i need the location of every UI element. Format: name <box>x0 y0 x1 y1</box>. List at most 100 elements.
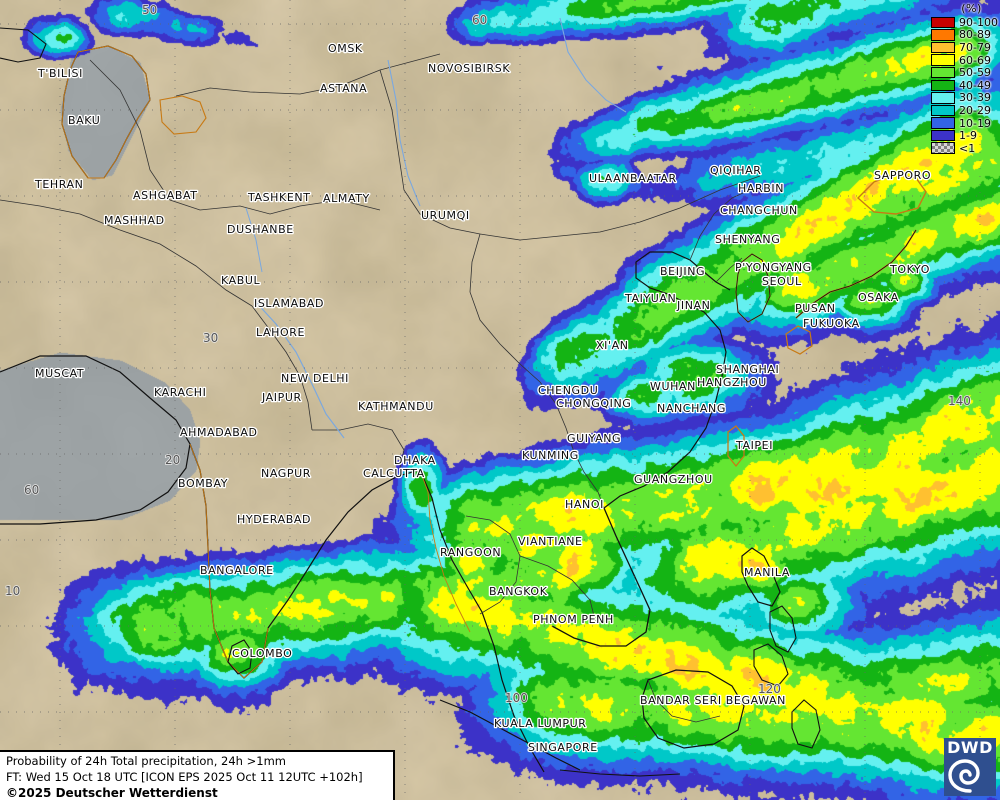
graticule-label: 30 <box>203 331 218 345</box>
city-label: GUANGZHOU <box>634 473 713 486</box>
city-label: TAIYUAN <box>624 292 676 305</box>
city-labels-layer: T'BILISI BAKU TEHRAN ASHGABAT MASHHAD TASHKEN… <box>33 41 932 756</box>
city-label: BANGALORE <box>200 564 274 577</box>
city-label: COLOMBO <box>232 647 292 660</box>
map-boundary <box>635 251 731 303</box>
city-label: OMSK <box>328 42 363 55</box>
legend-swatch <box>931 117 956 129</box>
city-label: DUSHANBE <box>227 223 294 236</box>
city-label: XI'AN <box>596 339 629 352</box>
city-label: ALMATY <box>323 192 370 205</box>
city-label: ASHGABAT <box>133 189 198 202</box>
legend: (%) 90-100 80-89 70-79 60-69 50-59 40-49 30-39… <box>931 2 998 155</box>
map-boundary <box>61 45 151 179</box>
city-label: TAIPEI <box>735 439 773 452</box>
map-boundary <box>0 199 253 307</box>
map-boundary <box>785 325 813 355</box>
city-label: ISLAMABAD <box>254 297 324 310</box>
city-label: TASHKENT <box>247 191 311 204</box>
dwd-logo: DWD <box>944 738 996 796</box>
legend-swatch <box>931 29 956 41</box>
city-label: BAKU <box>68 114 100 127</box>
city-label: BANDAR SERI BEGAWAN <box>640 694 786 707</box>
city-label: KARACHI <box>154 386 206 399</box>
map-boundary <box>89 59 381 215</box>
legend-swatch <box>931 54 956 66</box>
city-label: WUHAN <box>650 380 696 393</box>
graticule-label: 120 <box>758 682 781 696</box>
city-label: MANILA <box>744 566 790 579</box>
city-label: PHNOM PENH <box>533 613 614 626</box>
city-label: MUSCAT <box>35 367 84 380</box>
city-label: OSAKA <box>858 291 899 304</box>
city-label: HARBIN <box>738 182 784 195</box>
legend-label: 40-49 <box>959 78 991 92</box>
city-label: JINAN <box>676 299 710 312</box>
map-boundary <box>551 507 651 647</box>
city-label: MASHHAD <box>104 214 165 227</box>
city-label: DHAKA <box>394 454 436 467</box>
legend-swatch <box>931 104 956 117</box>
map-boundary <box>0 355 191 525</box>
map-boundary <box>419 469 545 773</box>
caption-copyright: ©2025 Deutscher Wetterdienst <box>6 786 218 800</box>
city-label: SINGAPORE <box>528 741 598 754</box>
graticule-label: 140 <box>948 394 971 408</box>
map-boundary <box>267 469 421 629</box>
map-boundary <box>312 423 405 469</box>
map-boundary <box>189 443 269 679</box>
city-label: NANCHANG <box>657 402 726 415</box>
legend-unit-label: (%) <box>961 2 982 15</box>
legend-label: 50-59 <box>959 66 991 80</box>
map-boundary <box>159 95 207 135</box>
city-label: HANGZHOU <box>697 376 767 389</box>
map-boundary <box>559 17 627 113</box>
map-boundary <box>253 299 345 439</box>
map-boundary <box>61 45 151 179</box>
map-boundary <box>791 699 821 749</box>
caption-title: Probability of 24h Total precipitation, … <box>6 754 286 768</box>
legend-row: 60-69 <box>931 54 998 67</box>
legend-label: 70-79 <box>959 40 991 54</box>
city-label: KATHMANDU <box>358 400 434 413</box>
city-label: JAIPUR <box>261 391 302 404</box>
city-label: SAPPORO <box>874 169 931 182</box>
map-boundary <box>387 59 421 207</box>
city-label: BANGKOK <box>489 585 548 598</box>
city-label: NEW DELHI <box>281 372 349 385</box>
legend-swatch <box>931 92 956 104</box>
graticule-labels-layer: 60 50 30 20 60 140 120 100 10 <box>4 2 972 706</box>
map-boundary <box>753 643 789 687</box>
map-boundary <box>175 53 441 97</box>
legend-label: 90-100 <box>959 15 998 29</box>
graticule-label: 60 <box>24 483 39 497</box>
graticule-label: 60 <box>472 13 487 27</box>
city-label: HYDERABAD <box>237 513 311 526</box>
city-label: KUNMING <box>522 449 579 462</box>
city-label: P'YONGYANG <box>735 261 812 274</box>
legend-label: <1 <box>959 141 976 155</box>
dwd-spiral-icon <box>948 759 980 793</box>
map-boundary <box>856 173 927 215</box>
legend-row: 20-29 <box>931 104 998 117</box>
legend-row: 1-9 <box>931 129 998 142</box>
legend-row: 80-89 <box>931 29 998 42</box>
city-label: VIANTIANE <box>518 535 583 548</box>
map-boundary <box>479 175 761 241</box>
city-label: AHMADABAD <box>180 426 258 439</box>
legend-label: 1-9 <box>959 129 977 143</box>
city-label: ASTANA <box>320 82 367 95</box>
city-label: SHENYANG <box>715 233 780 246</box>
legend-label: 20-29 <box>959 103 991 117</box>
city-label: SHANGHAI <box>716 363 779 376</box>
city-label: QIQIHAR <box>710 164 761 177</box>
city-label: TOKYO <box>889 263 930 276</box>
legend-row: 10-19 <box>931 117 998 130</box>
map-boundary <box>245 207 263 273</box>
graticule-label: 50 <box>142 3 157 17</box>
map-boundary <box>603 301 727 509</box>
legend-row: 40-49 <box>931 79 998 92</box>
graticule-label: 10 <box>5 584 20 598</box>
map-boundary <box>539 381 605 509</box>
